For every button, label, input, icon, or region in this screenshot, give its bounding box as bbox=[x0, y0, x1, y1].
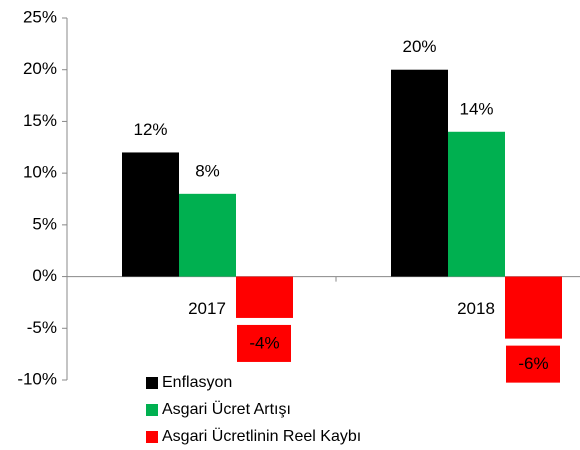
value-label: -4% bbox=[249, 333, 279, 352]
y-tick-label: 15% bbox=[23, 111, 57, 130]
value-label: 14% bbox=[459, 99, 493, 118]
legend-label: Enflasyon bbox=[162, 374, 232, 391]
legend-label: Asgari Ücretlinin Reel Kaybı bbox=[162, 427, 361, 445]
y-tick-label: 25% bbox=[23, 7, 57, 26]
value-label: 20% bbox=[402, 37, 436, 56]
bar bbox=[391, 69, 448, 277]
bar bbox=[236, 276, 293, 318]
value-label-box bbox=[237, 324, 291, 362]
value-label-box bbox=[506, 345, 560, 383]
x-tick-label: 2017 bbox=[188, 299, 226, 318]
y-tick-label: 10% bbox=[23, 163, 57, 182]
y-tick-label: -5% bbox=[27, 318, 57, 337]
bar bbox=[448, 131, 505, 277]
x-tick-label: 2018 bbox=[457, 299, 495, 318]
legend-swatch bbox=[146, 404, 158, 416]
bar bbox=[122, 152, 179, 277]
y-tick-label: -10% bbox=[17, 369, 57, 388]
value-label: 8% bbox=[195, 161, 220, 180]
value-label: 12% bbox=[133, 120, 167, 139]
legend-swatch bbox=[146, 377, 158, 389]
bar bbox=[505, 276, 562, 339]
legend-label: Asgari Ücret Artışı bbox=[162, 400, 291, 418]
y-tick-label: 0% bbox=[32, 266, 57, 285]
bar bbox=[179, 193, 236, 277]
legend-swatch bbox=[146, 431, 158, 443]
value-label: -6% bbox=[518, 354, 548, 373]
y-tick-label: 20% bbox=[23, 59, 57, 78]
y-tick-label: 5% bbox=[32, 214, 57, 233]
